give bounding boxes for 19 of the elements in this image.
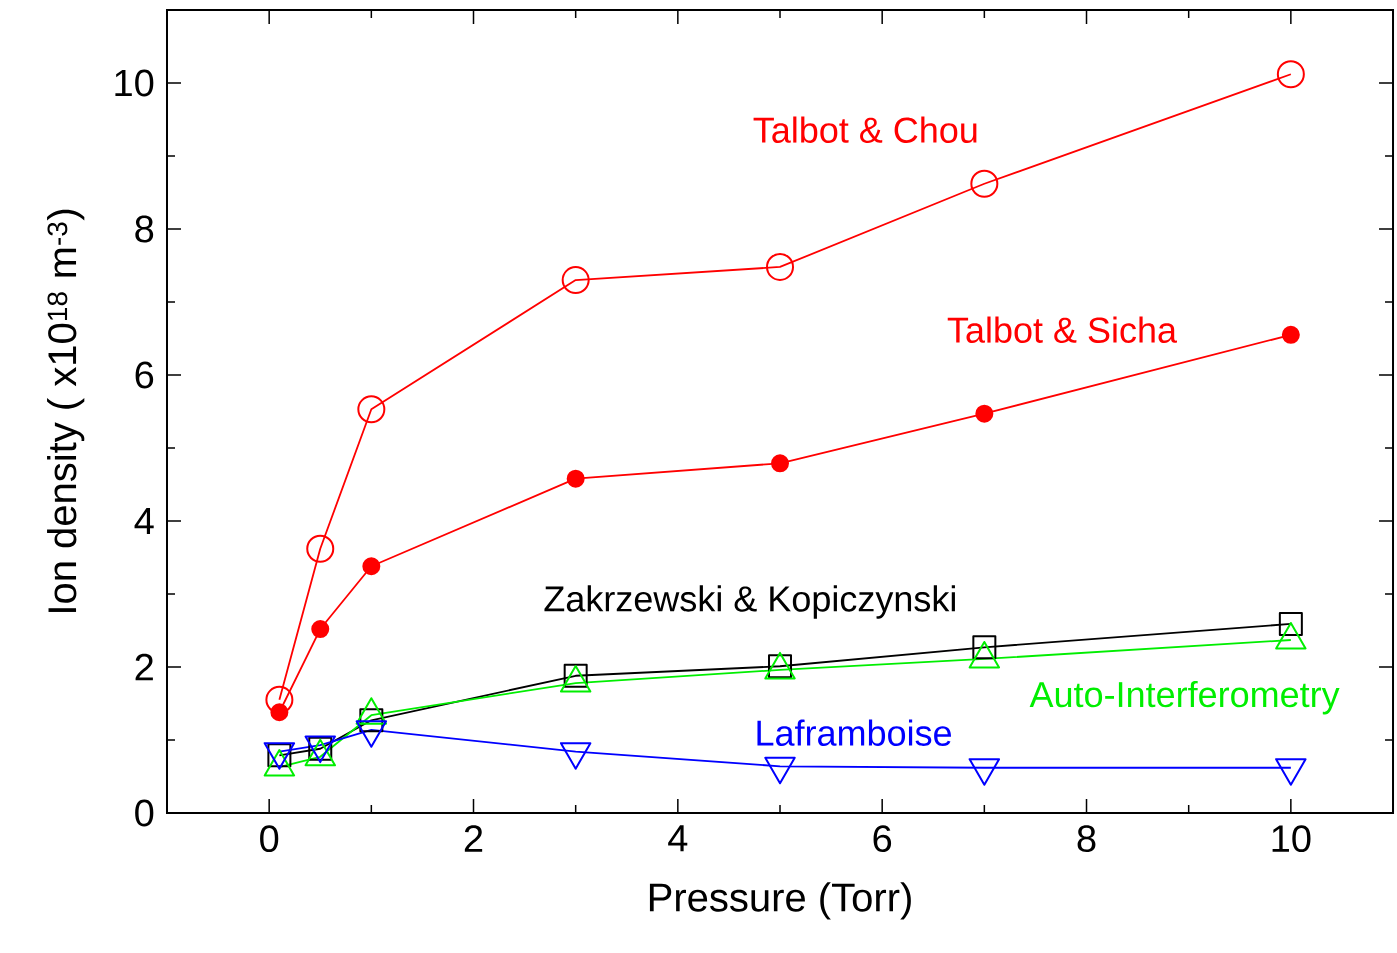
x-tick-label: 6	[873, 825, 892, 853]
y-tick-label: 4	[134, 507, 154, 535]
y-tick-label: 10	[115, 69, 154, 97]
series-label: Laframboise	[757, 719, 951, 746]
y-axis-title: Ion density ( x10$^{18}$ m$^{-3}$)	[47, 209, 85, 612]
series-label: Zakrzewski & Kopiczynski	[544, 585, 955, 619]
y-tick-label: 8	[135, 215, 154, 243]
series-label: Talbot & Sicha	[947, 316, 1177, 343]
x-tick-label: 10	[1272, 825, 1311, 853]
x-tick-label: 0	[260, 825, 279, 853]
x-axis-title: Pressure (Torr)	[649, 882, 911, 920]
series-label: Auto-Interferometry	[1029, 680, 1340, 715]
y-tick-label: 2	[135, 653, 153, 681]
y-tick-label: 0	[135, 799, 154, 827]
x-tick-label: 2	[464, 825, 483, 852]
y-tick-label: 6	[135, 361, 154, 389]
series-label: Talbot & Chou	[753, 116, 977, 143]
x-tick-label: 8	[1077, 825, 1096, 853]
x-tick-label: 4	[668, 825, 688, 852]
